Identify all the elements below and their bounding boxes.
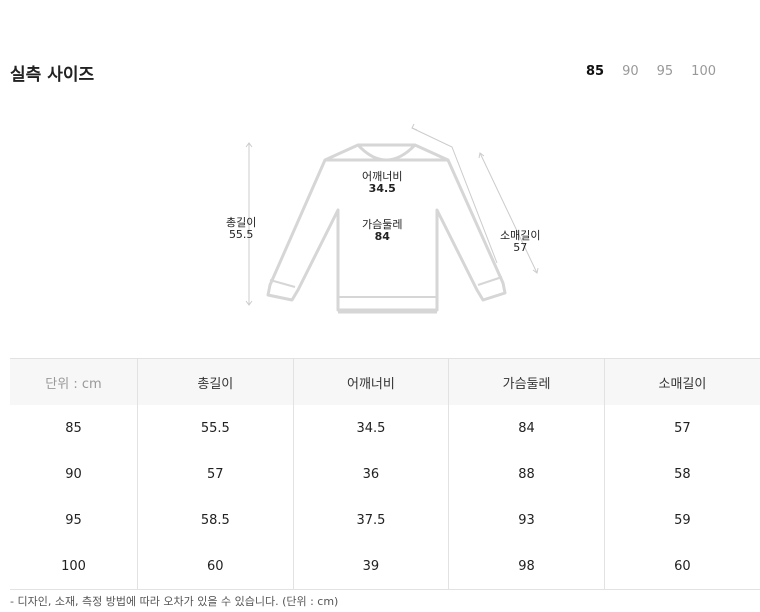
- table-row: 85 55.5 34.5 84 57: [10, 405, 760, 451]
- total-length-label: 총길이 55.5: [226, 216, 257, 241]
- table-cell: 39: [292, 543, 449, 590]
- size-option-85[interactable]: 85: [585, 64, 605, 79]
- table-cell: 36: [292, 451, 449, 497]
- measurement-note: - 디자인, 소재, 측정 방법에 따라 오차가 있을 수 있습니다. (단위 …: [10, 595, 339, 608]
- table-cell: 60: [603, 543, 760, 590]
- table-cell: 57: [137, 451, 294, 497]
- table-cell: 58: [603, 451, 760, 497]
- table-header-row: 단위 : cm 총길이 어깨너비 가슴둘레 소매길이: [10, 358, 760, 405]
- table-row: 90 57 36 88 58: [10, 451, 760, 497]
- column-header: 어깨너비: [292, 358, 449, 405]
- table-cell: 100: [10, 543, 138, 590]
- unit-header: 단위 : cm: [45, 376, 102, 392]
- size-selector: 85 90 95 100: [586, 64, 716, 79]
- shoulder-label: 어깨너비 34.5: [362, 170, 403, 195]
- sleeve-label: 소매길이 57: [500, 229, 541, 254]
- table-cell: 34.5: [292, 405, 449, 451]
- column-header: 소매길이: [603, 358, 760, 405]
- table-cell: 85: [65, 420, 82, 436]
- table-cell: 90: [65, 466, 82, 482]
- table-cell: 93: [448, 497, 605, 543]
- table-row: 95 58.5 37.5 93 59: [10, 497, 760, 543]
- page-title: 실측 사이즈: [10, 65, 95, 85]
- size-option-95[interactable]: 95: [656, 64, 674, 79]
- table-cell: 84: [448, 405, 605, 451]
- table-cell: 57: [603, 405, 760, 451]
- table-row: 100 60 39 98 60: [10, 543, 760, 590]
- column-header: 가슴둘레: [448, 358, 605, 405]
- table-cell: 59: [603, 497, 760, 543]
- table-cell: 37.5: [292, 497, 449, 543]
- size-table: 단위 : cm 총길이 어깨너비 가슴둘레 소매길이 85 55.5 34.5 84 5…: [10, 358, 760, 590]
- table-cell: 60: [137, 543, 294, 590]
- chest-label: 가슴둘레 84: [362, 218, 403, 243]
- table-cell: 95: [65, 512, 82, 528]
- size-diagram: 총길이 55.5 어깨너비 34.5 가슴둘레 84 소매길이 57: [0, 115, 760, 325]
- table-cell: 58.5: [137, 497, 294, 543]
- table-cell: 88: [448, 451, 605, 497]
- table-cell: 55.5: [137, 405, 294, 451]
- column-header: 총길이: [137, 358, 294, 405]
- size-option-90[interactable]: 90: [622, 64, 639, 79]
- table-cell: 98: [448, 543, 605, 590]
- size-option-100[interactable]: 100: [691, 64, 716, 79]
- sweater-illustration: [245, 123, 539, 314]
